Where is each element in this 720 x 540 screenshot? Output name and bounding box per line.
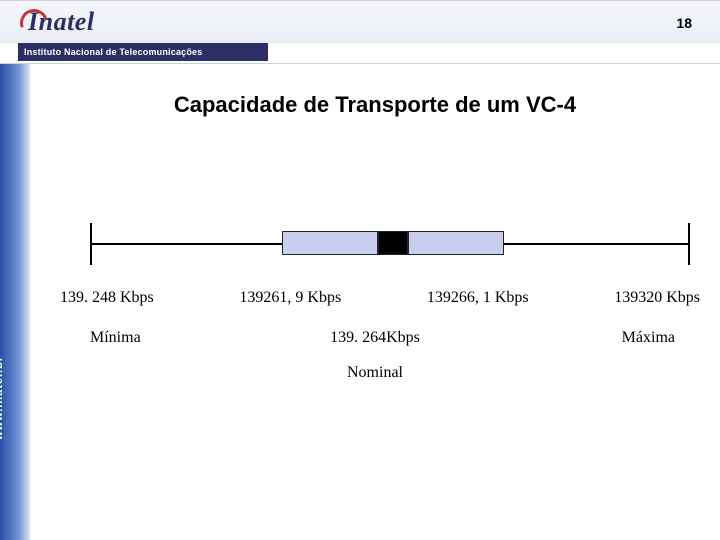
tol-low-label: 139261, 9 Kbps: [239, 289, 341, 307]
page-number: 18: [676, 15, 692, 31]
tol-high-label: 139266, 1 Kbps: [427, 289, 529, 307]
nominal-band: [378, 231, 408, 255]
max-name-label: Máxima: [622, 329, 675, 347]
value-labels-row: 139. 248 Kbps 139261, 9 Kbps 139266, 1 K…: [60, 289, 700, 307]
axis-min-tick: [90, 223, 92, 265]
nominal-value-label: 139. 264Kbps: [30, 329, 720, 347]
capacity-diagram: [90, 219, 690, 269]
min-value-label: 139. 248 Kbps: [60, 289, 154, 307]
left-rail: www.inatel.br: [0, 64, 30, 540]
slide-title: Capacidade de Transporte de um VC-4: [30, 92, 720, 118]
slide-header: Inatel Instituto Nacional de Telecomunic…: [0, 0, 720, 64]
slide-content: Capacidade de Transporte de um VC-4 139.…: [30, 64, 720, 540]
brand-logo: Inatel: [28, 7, 95, 37]
axis-max-tick: [688, 223, 690, 265]
tolerance-band: [282, 231, 378, 255]
nominal-name-label: Nominal: [30, 364, 720, 382]
brand-tagline: Instituto Nacional de Telecomunicações: [18, 43, 268, 61]
max-value-label: 139320 Kbps: [614, 289, 700, 307]
tolerance-band: [408, 231, 504, 255]
rail-url: www.inatel.br: [0, 356, 5, 440]
